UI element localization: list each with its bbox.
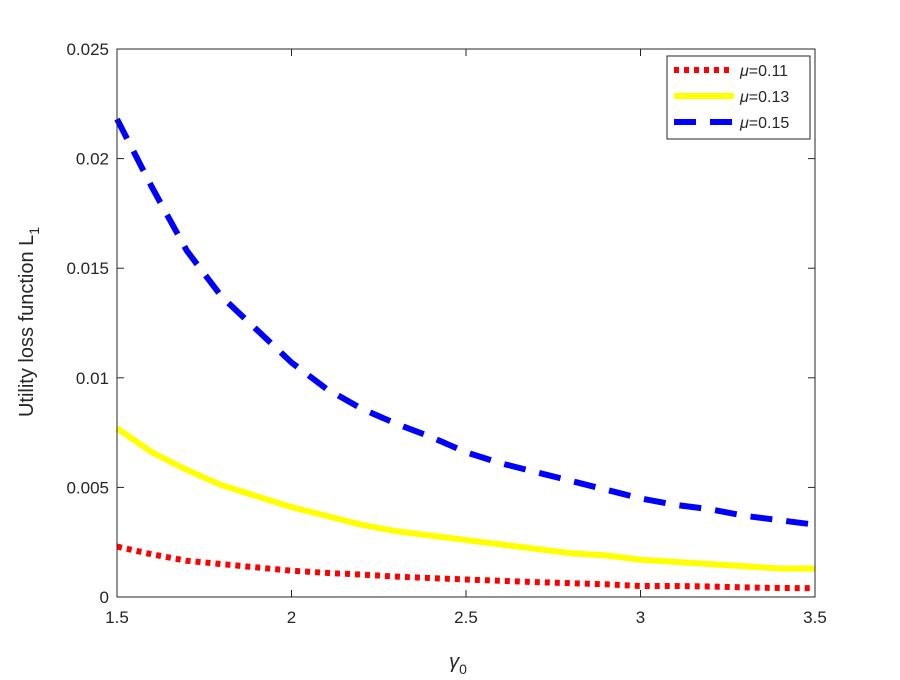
x-axis-label-base: γ <box>449 651 460 673</box>
series-line <box>114 117 816 528</box>
x-axis-label: γ0 <box>449 651 467 675</box>
x-axis: 1.5 2 2.5 3 3.5 <box>105 49 827 627</box>
legend: μ=0.11μ=0.13μ=0.15 <box>666 55 811 140</box>
legend-label: μ=0.13 <box>739 89 789 106</box>
y-axis-label: Utility loss function L1 <box>16 227 42 417</box>
y-tick-label: 0.015 <box>66 259 109 278</box>
x-axis-label-subscript: 0 <box>459 661 467 675</box>
y-axis-label-base: Utility loss function L <box>16 235 38 417</box>
legend-label-symbol: μ <box>739 63 749 80</box>
y-axis: 0 0.005 0.01 0.015 0.02 0.025 <box>66 40 815 607</box>
x-tick-label: 3.5 <box>803 608 827 627</box>
series-group <box>115 425 815 572</box>
x-tick-label: 3 <box>636 608 645 627</box>
series-group <box>116 543 816 592</box>
y-tick-label: 0.02 <box>76 150 109 169</box>
series-line <box>116 543 816 592</box>
legend-label-value: =0.11 <box>749 63 788 80</box>
series-group <box>114 117 816 528</box>
y-tick-label: 0.005 <box>66 478 109 497</box>
x-tick-label: 2.5 <box>454 608 478 627</box>
legend-label-value: =0.15 <box>749 115 790 132</box>
y-tick-label: 0.01 <box>76 369 109 388</box>
legend-label-symbol: μ <box>739 115 749 132</box>
legend-label-value: =0.13 <box>749 89 790 106</box>
series-layer <box>114 117 816 592</box>
legend-label: μ=0.15 <box>739 115 789 132</box>
series-line <box>115 425 815 572</box>
y-tick-label: 0 <box>100 588 109 607</box>
y-axis-label-subscript: 1 <box>26 227 42 235</box>
y-tick-label: 0.025 <box>66 40 109 59</box>
x-tick-label: 2 <box>287 608 296 627</box>
legend-label: μ=0.11 <box>739 63 788 80</box>
x-tick-label: 1.5 <box>105 608 129 627</box>
legend-label-symbol: μ <box>739 89 749 106</box>
